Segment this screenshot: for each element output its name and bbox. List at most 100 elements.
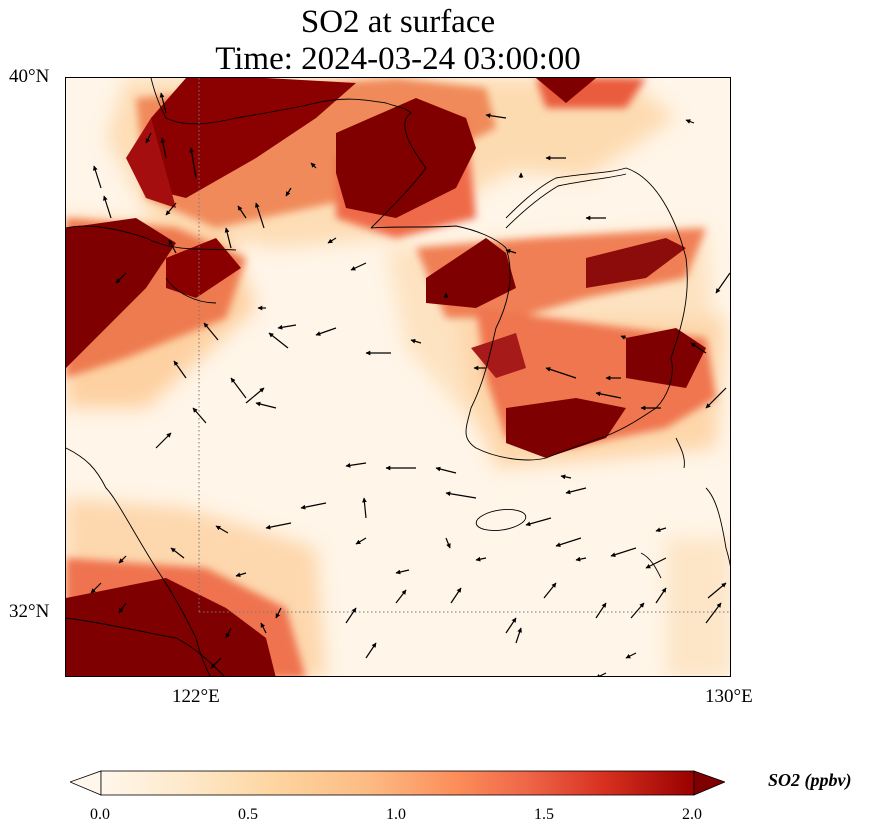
wind-vector-arrow [685,119,695,124]
wind-vector-arrow [203,322,219,341]
colorbar-title: SO2 (ppbv) [768,770,852,790]
wind-vector-arrow [705,602,722,624]
wind-vector-arrow [327,237,337,244]
wind-vector-arrow [189,147,197,179]
wind-vector-arrow [255,401,277,409]
wind-vector-arrow [505,617,517,634]
wind-vector-arrow [300,502,327,510]
wind-vector-arrow [575,556,587,562]
wind-vector-arrow [690,342,707,354]
wind-vector-arrow [260,622,267,634]
graticule-layer [198,78,730,613]
wind-vector-arrow [525,517,552,527]
wind-vector-arrow [355,537,367,545]
wind-vector-arrow [159,92,167,114]
wind-vector-arrow [595,602,607,619]
map-plot-area [65,77,731,677]
wind-vector-arrow [445,537,451,549]
lat-label-40n: 40°N [9,66,50,87]
colorbar-extend-high [693,770,725,796]
so2-high-layer [66,78,706,676]
wind-vector-arrow [545,367,577,379]
colorbar-tick-2: 1.0 [386,806,406,823]
wind-vector-arrow [345,607,357,624]
wind-vector-arrow [115,272,127,284]
wind-vector-arrow [630,602,645,619]
wind-vector-arrow [235,572,247,578]
wind-vector-arrow [655,527,667,533]
wind-vector-arrow [170,547,185,559]
wind-vector-arrow [362,497,367,519]
wind-vector-arrow [275,607,282,619]
wind-vector-arrow [225,627,232,639]
wind-vector-arrow [255,202,265,229]
wind-vector-arrow [655,587,667,604]
wind-vector-arrow [555,537,582,547]
wind-vector-arrow [445,491,477,499]
wind-vector-arrow [215,525,229,534]
wind-vector-arrow [475,556,487,562]
wind-vector-arrow [165,202,177,216]
wind-vector-arrow [645,557,667,569]
wind-vector-arrow [285,187,292,197]
wind-vector-layer [90,92,730,676]
map-title: SO2 at surface [300,4,496,40]
wind-vector-arrow [160,137,167,159]
wind-vector-arrow [610,547,637,557]
wind-vector-arrow [560,474,572,480]
wind-vector-arrow [565,487,587,495]
wind-vector-arrow [230,377,247,399]
wind-vector-arrow [210,657,222,669]
wind-vector-arrow [310,162,317,169]
colorbar-tick-3: 1.5 [534,806,554,823]
colorbar-extend-low [70,770,102,796]
colorbar [70,770,725,796]
colorbar-tick-1: 0.5 [238,806,258,823]
lon-label-122e: 122°E [172,686,220,707]
wind-vector-arrow [450,587,462,604]
wind-vector-arrow [707,582,727,599]
wind-vector-arrow [173,360,187,379]
wind-vector-arrow [620,335,627,340]
wind-vector-arrow [715,272,730,294]
wind-vector-arrow [237,205,247,219]
wind-vector-arrow [315,327,337,336]
wind-vector-arrow [168,239,177,254]
so2-field-svg [66,78,730,676]
wind-vector-arrow [705,387,727,409]
wind-vector-arrow [595,391,622,399]
wind-vector-arrow [90,582,102,594]
wind-vector-arrow [118,602,127,614]
lat-label-32n: 32°N [9,601,50,622]
lon-label-130e: 130°E [705,686,753,707]
wind-vector-arrow [268,332,289,349]
wind-vector-arrow [118,555,127,564]
wind-vector-arrow [365,642,377,659]
wind-vector-arrow [145,132,152,144]
wind-vector-arrow [245,387,265,404]
wind-vector-arrow [277,324,297,330]
wind-vector-arrow [93,165,102,189]
wind-vector-arrow [345,462,367,468]
wind-vector-arrow [515,627,522,644]
map-subtitle-time: Time: 2024-03-24 03:00:00 [215,41,581,77]
wind-vector-arrow [103,195,112,219]
wind-vector-arrow [395,569,410,575]
wind-vector-arrow [350,262,367,271]
wind-vector-arrow [543,582,557,599]
wind-vector-arrow [505,248,517,254]
wind-vector-arrow [224,227,232,249]
coastline-layer [66,78,730,676]
wind-vector-arrow [192,407,207,424]
wind-vector-arrow [485,113,507,119]
wind-vector-arrow [265,522,292,530]
wind-vector-arrow [410,338,422,344]
wind-vector-arrow [155,432,172,449]
colorbar-gradient [100,770,695,796]
wind-vector-arrow [625,652,637,659]
wind-vector-arrow [595,672,607,676]
colorbar-tick-0: 0.0 [90,806,110,823]
wind-vector-arrow [435,466,457,474]
colorbar-tick-4: 2.0 [682,806,702,823]
wind-vector-arrow [395,589,407,604]
